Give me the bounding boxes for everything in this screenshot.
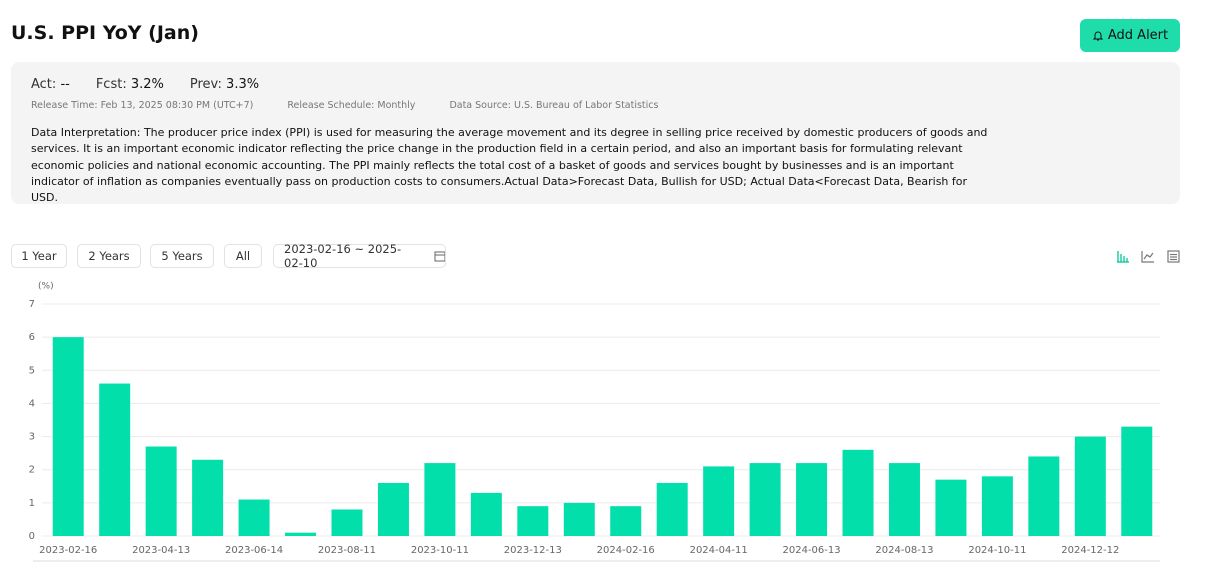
date-range[interactable]: 2023-02-16 ~ 2025-02-10	[273, 242, 446, 270]
y-axis-label: (%)	[38, 282, 54, 292]
y-tick-label: 4	[29, 398, 35, 409]
chart: (%) 0 1 2 3 4 5 6 7 2023-02-16 2023-04-13 2023-06-…	[29, 282, 1160, 562]
bar	[1074, 436, 1106, 536]
stat-value: 3.3%	[226, 77, 260, 92]
info-panel: Act: -- Fcst: 3.2% Prev: 3.3% Release Ti…	[11, 62, 1180, 204]
y-tick-label: 5	[29, 365, 35, 376]
add-alert-button[interactable]: Add Alert	[1080, 19, 1180, 52]
stats: Act: -- Fcst: 3.2% Prev: 3.3%	[31, 77, 259, 92]
meta: Release Time: Feb 13, 2025 08:30 PM (UTC…	[31, 100, 658, 111]
bar	[749, 463, 781, 536]
bar	[470, 492, 502, 536]
x-tick-label: 2023-12-13	[504, 545, 562, 556]
bar	[563, 502, 595, 536]
bar	[610, 506, 642, 536]
bar	[935, 479, 967, 536]
bar	[1121, 426, 1153, 536]
line-view-icon[interactable]	[1141, 251, 1154, 263]
page-title: U.S. PPI YoY (Jan)	[11, 22, 199, 44]
bell-icon	[1092, 31, 1104, 40]
bar	[52, 337, 84, 536]
bar	[285, 532, 317, 536]
bar	[99, 383, 131, 536]
stat: Fcst: 3.2%	[96, 77, 164, 92]
x-tick-label: 2023-04-13	[132, 545, 190, 556]
y-tick-label: 2	[29, 465, 35, 476]
bar-view-icon[interactable]	[1117, 251, 1129, 263]
x-tick-label: 2024-12-12	[1061, 545, 1119, 556]
stat-label: Prev:	[189, 77, 222, 92]
stat-value: --	[60, 77, 70, 92]
bar	[145, 446, 177, 536]
add-alert-label: Add Alert	[1107, 28, 1169, 43]
range-button[interactable]: 5 Years	[150, 244, 214, 268]
meta-item: Data Source: U.S. Bureau of Labor Statis…	[449, 100, 659, 111]
x-tick-label: 2024-10-11	[968, 545, 1026, 556]
y-tick-label: 7	[29, 299, 35, 310]
x-tick-label: 2023-02-16	[39, 545, 97, 556]
x-tick-label: 2023-06-14	[225, 545, 283, 556]
bar	[981, 476, 1013, 536]
x-tick-label: 2024-02-16	[597, 545, 655, 556]
table-view-icon[interactable]	[1167, 250, 1180, 263]
bar	[192, 459, 224, 536]
x-tick-label: 2024-06-13	[783, 545, 841, 556]
stat-label: Fcst:	[95, 77, 127, 92]
range-button[interactable]: All	[224, 244, 262, 268]
y-tick-label: 3	[29, 432, 35, 443]
bar	[331, 509, 363, 536]
bar	[656, 482, 688, 536]
stat-label: Act:	[31, 77, 57, 92]
stat: Act: --	[31, 77, 70, 92]
calendar-icon	[434, 251, 445, 262]
bar	[842, 449, 874, 536]
y-tick-label: 0	[29, 531, 35, 542]
view-icons	[1117, 250, 1180, 263]
y-tick-label: 1	[29, 498, 35, 509]
x-tick-label: 2023-08-11	[318, 545, 376, 556]
bar	[377, 482, 409, 536]
bar	[796, 463, 828, 536]
x-tick-label: 2024-04-11	[690, 545, 748, 556]
meta-item: Release Time: Feb 13, 2025 08:30 PM (UTC…	[31, 100, 254, 111]
stat-value: 3.2%	[130, 77, 164, 92]
y-tick-label: 6	[29, 332, 35, 343]
bar	[1028, 456, 1060, 536]
stat: Prev: 3.3%	[190, 77, 259, 92]
date-range-text: 2023-02-16 ~ 2025-02-10	[284, 242, 402, 270]
x-tick-label: 2024-08-13	[875, 545, 933, 556]
range-button[interactable]: 1 Year	[11, 244, 67, 268]
bar	[888, 463, 920, 536]
range-button[interactable]: 2 Years	[77, 244, 141, 268]
bar	[517, 506, 549, 536]
interpretation: Data Interpretation: The producer price …	[31, 126, 988, 205]
meta-item: Release Schedule: Monthly	[287, 100, 416, 111]
bar	[424, 463, 456, 536]
bar	[238, 499, 270, 536]
x-tick-label: 2023-10-11	[411, 545, 469, 556]
bar	[703, 466, 735, 536]
